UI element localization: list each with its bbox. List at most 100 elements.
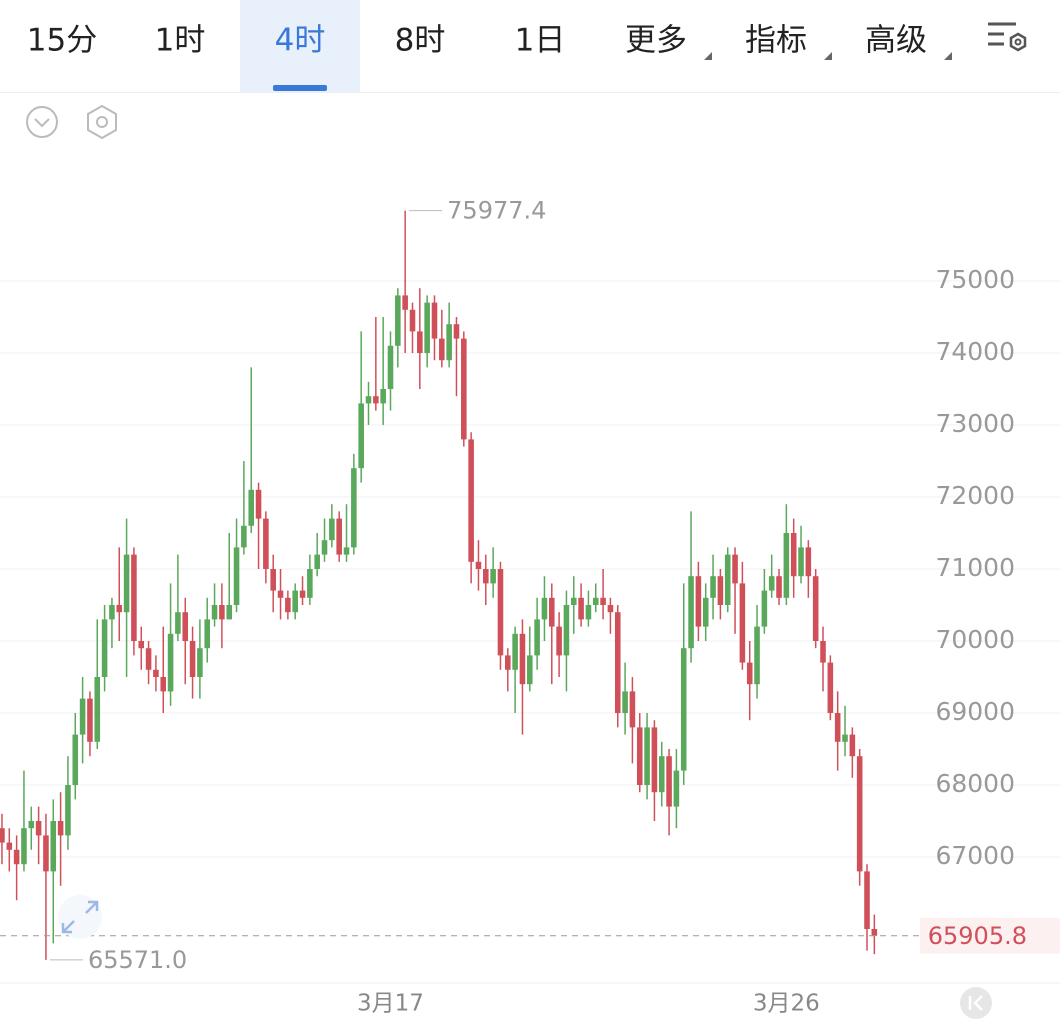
candle-body (585, 605, 592, 620)
candle-body (145, 648, 152, 670)
candle-body (21, 828, 27, 865)
candle-body (167, 633, 174, 692)
candle-body (629, 691, 636, 728)
candle-body (702, 597, 709, 627)
candle-body (644, 727, 650, 785)
candle-body (578, 597, 584, 620)
candle-body (387, 345, 394, 389)
candle-body (534, 619, 540, 656)
x-tick-label: 3月26 (753, 991, 820, 1017)
y-tick-label: 67000 (935, 841, 1015, 870)
tab[interactable]: 高级 (865, 23, 927, 59)
tab[interactable]: 指标 (745, 23, 807, 59)
candle-body (248, 489, 254, 526)
candle-body (35, 821, 42, 836)
candle-body (717, 576, 724, 605)
tab-highlight (240, 0, 360, 92)
candle-body (688, 576, 694, 649)
tab-divider (0, 92, 1060, 93)
collapse-icon[interactable] (26, 106, 58, 138)
candle-body (548, 597, 555, 627)
tab[interactable]: 4时 (275, 23, 326, 59)
candle-body (351, 468, 357, 548)
candle-body (805, 547, 812, 577)
dropdown-arrow (944, 52, 952, 60)
candle-body (783, 533, 790, 598)
candle-body (563, 605, 570, 656)
candle-body (622, 691, 628, 713)
candle-body (417, 331, 423, 353)
candle-body (255, 489, 262, 519)
candle-body (0, 828, 5, 843)
candle-body (475, 561, 482, 569)
candle-body (695, 576, 702, 627)
candle-body (541, 597, 548, 620)
candle-body (673, 770, 680, 807)
candle-body (600, 597, 606, 605)
candle-body (761, 590, 768, 627)
candle-body (439, 338, 445, 361)
y-tick-label: 71000 (935, 553, 1015, 582)
tab[interactable]: 1日 (515, 23, 566, 59)
candle-body (321, 540, 328, 555)
tab[interactable]: 8时 (395, 23, 446, 59)
dropdown-arrow (824, 52, 832, 60)
annotation-label: 65571.0 (88, 946, 187, 974)
candle-body (131, 554, 137, 641)
candle-body (556, 626, 562, 656)
candle-body (94, 677, 101, 742)
candle-body (101, 619, 108, 677)
candle-body (790, 533, 797, 577)
candle-body (292, 590, 298, 613)
settings-icon[interactable] (87, 104, 117, 140)
candle-body (519, 633, 526, 685)
candle-body (776, 576, 782, 598)
candle-body (87, 698, 93, 742)
tab[interactable]: 1时 (155, 23, 206, 59)
candle-body (43, 835, 49, 872)
candle-body (849, 734, 856, 757)
candle-body (211, 605, 218, 620)
last-price-box (920, 917, 1060, 954)
candle-body (299, 590, 306, 598)
candle-body (79, 698, 86, 735)
y-tick-label: 69000 (935, 697, 1015, 726)
candle-body (116, 605, 123, 613)
toolbar-icon[interactable] (988, 22, 1027, 52)
candle-body (329, 518, 335, 541)
candle-body (607, 605, 614, 613)
candle-body (197, 648, 203, 677)
candle-body (798, 547, 804, 577)
candle-body (820, 641, 826, 663)
candle-body (666, 756, 672, 807)
candle-body (175, 612, 181, 634)
candle-body (431, 302, 438, 339)
candle-body (424, 302, 430, 353)
annotation-label: 75977.4 (447, 197, 546, 225)
tab[interactable]: 15分 (27, 23, 97, 59)
candle-body (153, 669, 159, 677)
candle-body (219, 605, 225, 620)
candle-body (160, 677, 167, 692)
tab-underline (273, 85, 327, 91)
candle-body (864, 871, 870, 929)
y-tick-label: 73000 (935, 409, 1015, 438)
candle-body (592, 597, 599, 605)
candle-body (768, 576, 775, 591)
candle-body (204, 619, 211, 649)
candle-body (402, 295, 408, 310)
tab[interactable]: 更多 (625, 23, 687, 59)
candle-body (636, 727, 643, 785)
candle-body (505, 655, 511, 670)
candle-body (512, 633, 518, 670)
candle-body (28, 821, 35, 829)
plot-area: 67000 68000 69000 70000 71000 72000 73000 74000… (0, 197, 1060, 1017)
candle-body (336, 518, 342, 555)
candle-body (314, 554, 320, 569)
candle-body (109, 605, 115, 620)
candle-body (57, 821, 64, 836)
candle-body (856, 756, 863, 872)
expand-icon[interactable] (58, 895, 102, 939)
scroll-end-button[interactable] (960, 987, 992, 1019)
